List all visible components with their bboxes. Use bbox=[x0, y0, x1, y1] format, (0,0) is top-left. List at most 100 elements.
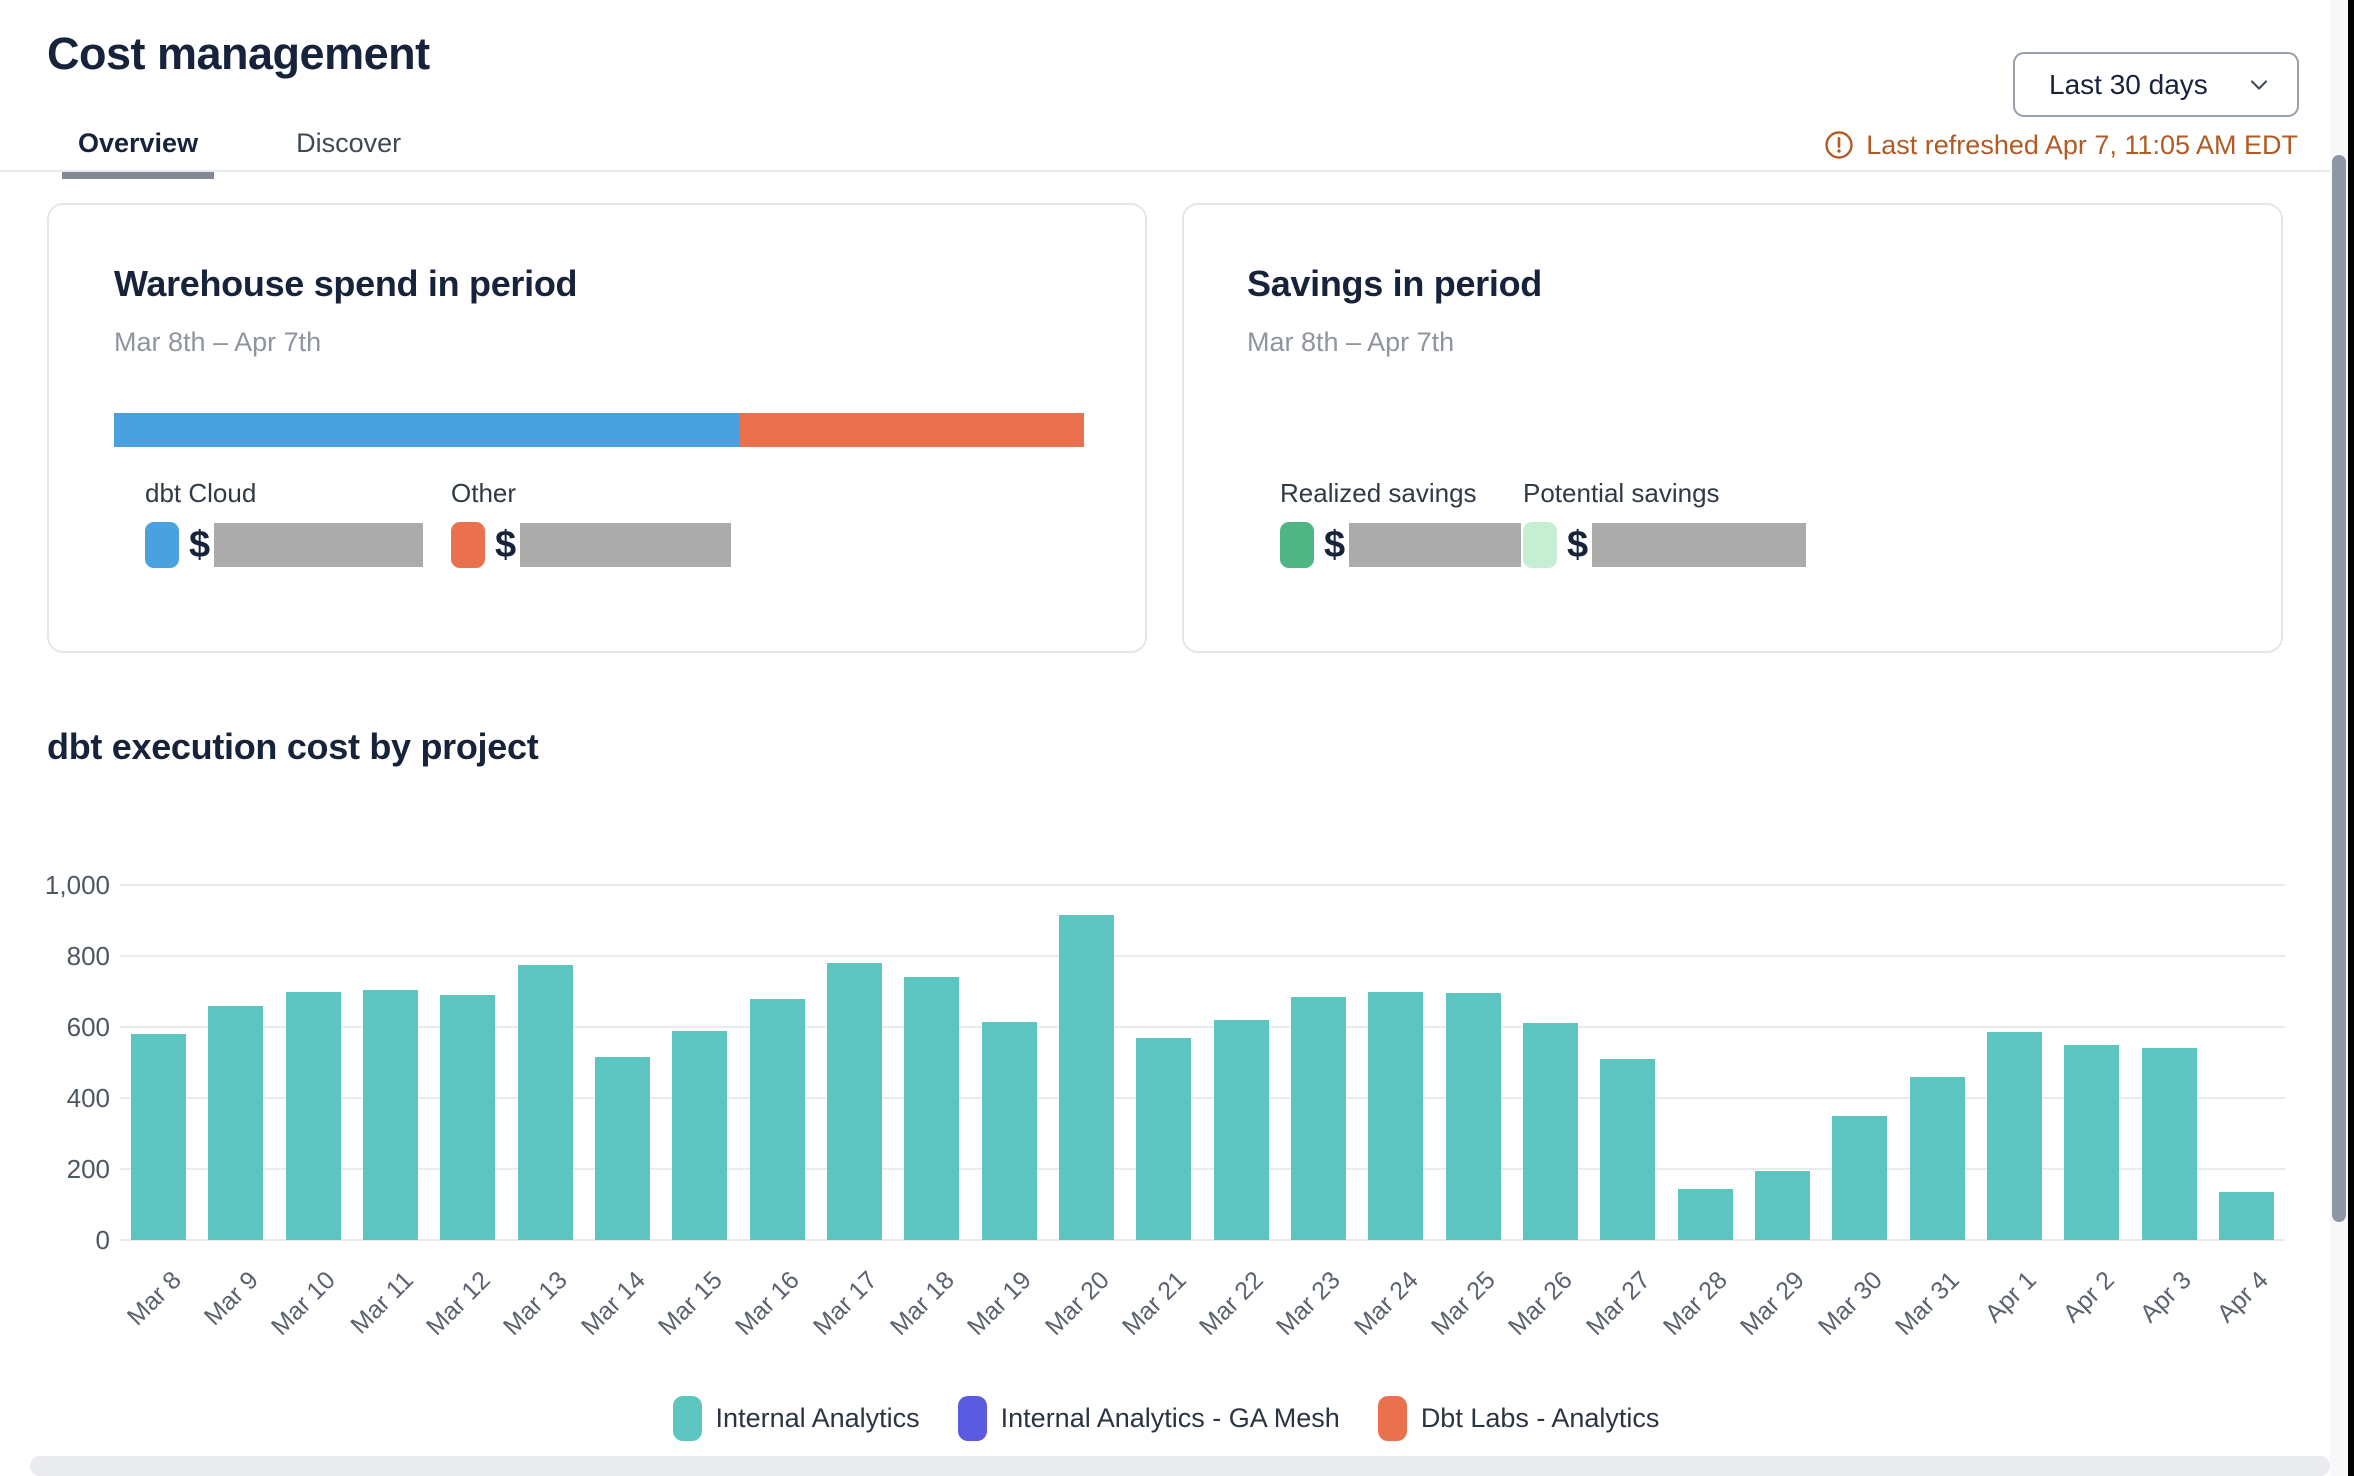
x-tick-label: Mar 10 bbox=[266, 1266, 342, 1341]
chart-legend: Internal Analytics Internal Analytics - G… bbox=[0, 1396, 2332, 1441]
header-divider bbox=[0, 170, 2332, 172]
other-value-row: $ bbox=[451, 521, 732, 569]
bar-mar-20[interactable] bbox=[1059, 915, 1115, 1240]
chevron-down-icon bbox=[2245, 71, 2273, 99]
period-select-value: Last 30 days bbox=[2049, 68, 2208, 100]
bar-mar-21[interactable] bbox=[1136, 1037, 1192, 1240]
dbt-cloud-value-row: $ bbox=[145, 521, 424, 569]
bar-mar-8[interactable] bbox=[131, 1034, 187, 1240]
x-tick-label: Mar 15 bbox=[652, 1266, 728, 1341]
legend-item-dbt-labs-analytics[interactable]: Dbt Labs - Analytics bbox=[1377, 1396, 1659, 1441]
x-tick-label: Mar 13 bbox=[498, 1266, 574, 1341]
x-tick-label: Mar 24 bbox=[1348, 1266, 1424, 1341]
vertical-scrollbar-thumb[interactable] bbox=[2332, 155, 2346, 1222]
potential-savings-value-row: $ bbox=[1523, 521, 1807, 569]
chart-title: dbt execution cost by project bbox=[47, 726, 539, 767]
bar-mar-23[interactable] bbox=[1290, 996, 1346, 1240]
x-tick-label: Mar 30 bbox=[1812, 1266, 1888, 1341]
gridline-1000 bbox=[120, 884, 2285, 886]
tab-overview[interactable]: Overview bbox=[62, 128, 215, 179]
savings-title: Savings in period bbox=[1247, 263, 1542, 304]
bar-mar-26[interactable] bbox=[1522, 1023, 1578, 1240]
bar-mar-10[interactable] bbox=[285, 991, 341, 1240]
bar-mar-29[interactable] bbox=[1754, 1170, 1810, 1240]
realized-savings-label: Realized savings bbox=[1280, 478, 1477, 508]
bar-apr-4[interactable] bbox=[2218, 1192, 2274, 1240]
last-refreshed-text: Last refreshed Apr 7, 11:05 AM EDT bbox=[1866, 129, 2298, 160]
realized-savings-value-row: $ bbox=[1280, 521, 1522, 569]
legend-swatch bbox=[957, 1396, 987, 1441]
x-tick-label: Mar 25 bbox=[1426, 1266, 1501, 1341]
x-tick-label: Apr 3 bbox=[2134, 1266, 2197, 1329]
bar-mar-19[interactable] bbox=[981, 1021, 1037, 1240]
horizontal-scrollbar-thumb[interactable] bbox=[30, 1456, 2330, 1476]
x-tick-label: Mar 16 bbox=[730, 1266, 806, 1341]
spend-split-bar bbox=[114, 413, 1084, 447]
other-redacted-value bbox=[520, 523, 732, 567]
bar-mar-9[interactable] bbox=[208, 1005, 264, 1240]
x-tick-label: Mar 12 bbox=[420, 1266, 496, 1341]
bar-mar-15[interactable] bbox=[672, 1030, 728, 1240]
x-tick-label: Apr 4 bbox=[2212, 1266, 2275, 1329]
bar-mar-31[interactable] bbox=[1909, 1076, 1965, 1240]
bar-mar-18[interactable] bbox=[904, 977, 960, 1240]
x-tick-label: Mar 26 bbox=[1503, 1266, 1579, 1341]
x-tick-label: Mar 17 bbox=[807, 1266, 883, 1341]
x-tick-label: Mar 11 bbox=[344, 1266, 419, 1340]
bar-mar-24[interactable] bbox=[1368, 991, 1424, 1240]
bar-apr-3[interactable] bbox=[2141, 1048, 2197, 1240]
potential-savings-swatch bbox=[1523, 522, 1557, 568]
realized-savings-currency: $ bbox=[1324, 523, 1346, 566]
warehouse-spend-title: Warehouse spend in period bbox=[114, 263, 578, 304]
bar-mar-22[interactable] bbox=[1213, 1019, 1269, 1240]
dbt-cloud-currency: $ bbox=[189, 523, 211, 566]
savings-date-range: Mar 8th – Apr 7th bbox=[1247, 327, 1455, 357]
legend-swatch bbox=[672, 1396, 702, 1441]
bar-mar-28[interactable] bbox=[1677, 1188, 1733, 1240]
legend-label: Internal Analytics bbox=[715, 1403, 920, 1433]
x-tick-label: Mar 23 bbox=[1271, 1266, 1347, 1341]
spend-split-segment-other[interactable] bbox=[739, 413, 1084, 447]
bar-apr-2[interactable] bbox=[2064, 1044, 2120, 1240]
bar-mar-16[interactable] bbox=[749, 998, 805, 1240]
window-right-edge bbox=[2348, 0, 2354, 1476]
x-tick-label: Mar 21 bbox=[1116, 1266, 1192, 1341]
y-tick-label: 1,000 bbox=[44, 870, 110, 900]
tab-discover[interactable]: Discover bbox=[296, 128, 402, 158]
spend-split-segment-dbt-cloud[interactable] bbox=[114, 413, 740, 447]
bar-mar-30[interactable] bbox=[1832, 1115, 1888, 1240]
y-tick-label: 0 bbox=[95, 1225, 110, 1255]
dbt-cloud-swatch bbox=[145, 522, 179, 568]
bar-mar-27[interactable] bbox=[1600, 1058, 1656, 1240]
period-select-dropdown[interactable]: Last 30 days bbox=[2013, 52, 2299, 117]
bar-mar-14[interactable] bbox=[595, 1057, 651, 1240]
x-tick-label: Mar 18 bbox=[884, 1266, 960, 1341]
bar-mar-17[interactable] bbox=[827, 963, 883, 1240]
warehouse-spend-date-range: Mar 8th – Apr 7th bbox=[114, 327, 322, 357]
x-tick-label: Mar 14 bbox=[575, 1266, 651, 1341]
bar-mar-12[interactable] bbox=[440, 995, 496, 1240]
legend-item-internal-analytics[interactable]: Internal Analytics bbox=[672, 1396, 920, 1441]
potential-savings-currency: $ bbox=[1567, 523, 1589, 566]
bar-apr-1[interactable] bbox=[1986, 1032, 2042, 1240]
x-tick-label: Mar 31 bbox=[1890, 1266, 1965, 1341]
legend-swatch bbox=[1377, 1396, 1407, 1441]
x-tick-label: Mar 28 bbox=[1658, 1266, 1733, 1341]
bar-mar-25[interactable] bbox=[1445, 993, 1501, 1240]
legend-label: Internal Analytics - GA Mesh bbox=[1000, 1403, 1340, 1433]
warehouse-spend-card: Warehouse spend in period Mar 8th – Apr … bbox=[47, 203, 1147, 653]
y-tick-label: 800 bbox=[66, 941, 110, 971]
realized-savings-redacted-value bbox=[1349, 523, 1522, 567]
legend-item-internal-analytics-ga-mesh[interactable]: Internal Analytics - GA Mesh bbox=[957, 1396, 1340, 1441]
potential-savings-label: Potential savings bbox=[1523, 478, 1720, 508]
bar-mar-13[interactable] bbox=[517, 964, 573, 1240]
y-tick-label: 600 bbox=[66, 1012, 110, 1042]
x-tick-label: Mar 22 bbox=[1194, 1266, 1269, 1341]
x-tick-label: Mar 27 bbox=[1580, 1266, 1656, 1341]
gridline-800 bbox=[120, 955, 2285, 957]
savings-card: Savings in period Mar 8th – Apr 7th Real… bbox=[1182, 203, 2283, 653]
x-tick-label: Apr 2 bbox=[2057, 1266, 2120, 1329]
other-swatch bbox=[451, 522, 485, 568]
bar-mar-11[interactable] bbox=[363, 989, 419, 1240]
dbt-cloud-label: dbt Cloud bbox=[145, 478, 257, 508]
